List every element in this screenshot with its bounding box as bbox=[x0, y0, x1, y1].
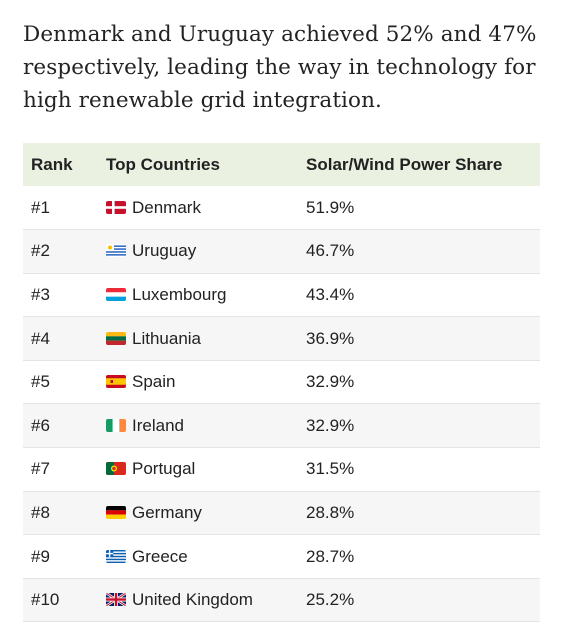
rank-cell: #6 bbox=[31, 415, 50, 435]
lithuania-flag-icon bbox=[106, 331, 126, 345]
share-cell: 51.9% bbox=[306, 197, 355, 217]
luxembourg-flag-icon bbox=[106, 287, 126, 301]
table-row: #3 Luxembourg 43.4% bbox=[23, 273, 540, 317]
country-name: Lithuania bbox=[132, 328, 202, 348]
rank-cell: #9 bbox=[31, 546, 50, 566]
rank-cell: #5 bbox=[31, 372, 50, 392]
table-row: #10 United Kingdom 25.2% bbox=[23, 578, 540, 622]
share-cell: 43.4% bbox=[306, 284, 355, 304]
country-cell: Portugal bbox=[106, 448, 306, 492]
table-row: #1 Denmark 51.9% bbox=[23, 186, 540, 230]
table-row: #9 Greece 28.7% bbox=[23, 535, 540, 579]
table-row: #4 Lithuania 36.9% bbox=[23, 316, 540, 361]
country-cell: Spain bbox=[106, 360, 306, 404]
share-cell: 36.9% bbox=[306, 328, 355, 348]
share-cell: 32.9% bbox=[306, 415, 355, 435]
country-name: Germany bbox=[132, 502, 202, 522]
rank-cell: #10 bbox=[31, 590, 60, 610]
greece-flag-icon bbox=[106, 549, 126, 563]
country-cell: Ireland bbox=[106, 404, 306, 448]
table-row: #2 Uruguay 46.7% bbox=[23, 229, 540, 274]
share-cell: 46.7% bbox=[306, 241, 355, 261]
country-name: Portugal bbox=[132, 459, 196, 479]
germany-flag-icon bbox=[106, 505, 126, 519]
country-name: United Kingdom bbox=[132, 590, 253, 610]
united-kingdom-flag-icon bbox=[106, 593, 126, 607]
rank-cell: #3 bbox=[31, 284, 50, 304]
country-name: Ireland bbox=[132, 415, 184, 435]
country-cell: Lithuania bbox=[106, 317, 306, 361]
country-name: Uruguay bbox=[132, 241, 197, 261]
country-cell: Uruguay bbox=[106, 230, 306, 274]
rank-cell: #4 bbox=[31, 328, 50, 348]
country-cell: Luxembourg bbox=[106, 273, 306, 317]
rank-cell: #2 bbox=[31, 241, 50, 261]
rank-cell: #8 bbox=[31, 502, 50, 522]
share-cell: 31.5% bbox=[306, 459, 355, 479]
table-row: #8 Germany 28.8% bbox=[23, 491, 540, 535]
share-cell: 32.9% bbox=[306, 372, 355, 392]
table-row: #6 Ireland 32.9% bbox=[23, 403, 540, 448]
spain-flag-icon bbox=[106, 375, 126, 389]
denmark-flag-icon bbox=[106, 200, 126, 214]
table-row: #7 Portugal 31.5% bbox=[23, 448, 540, 492]
country-cell: Germany bbox=[106, 491, 306, 535]
rank-cell: #7 bbox=[31, 459, 50, 479]
table-row: #5 Spain 32.9% bbox=[23, 360, 540, 404]
ireland-flag-icon bbox=[106, 418, 126, 432]
share-cell: 28.7% bbox=[306, 546, 355, 566]
uruguay-flag-icon bbox=[106, 244, 126, 258]
share-cell: 28.8% bbox=[306, 502, 355, 522]
country-cell: Denmark bbox=[106, 186, 306, 230]
header-rank: Rank bbox=[31, 154, 73, 174]
table-header-row: Rank Top Countries Solar/Wind Power Shar… bbox=[23, 143, 540, 186]
share-cell: 25.2% bbox=[306, 590, 355, 610]
intro-paragraph: Denmark and Uruguay achieved 52% and 47%… bbox=[23, 22, 537, 113]
country-cell: Greece bbox=[106, 535, 306, 579]
renewable-share-table: Rank Top Countries Solar/Wind Power Shar… bbox=[23, 143, 540, 622]
header-share: Solar/Wind Power Share bbox=[306, 154, 503, 174]
country-name: Luxembourg bbox=[132, 284, 227, 304]
rank-cell: #1 bbox=[31, 197, 50, 217]
portugal-flag-icon bbox=[106, 462, 126, 476]
country-name: Denmark bbox=[132, 197, 201, 217]
country-name: Spain bbox=[132, 372, 176, 392]
header-country: Top Countries bbox=[106, 154, 220, 174]
country-name: Greece bbox=[132, 546, 188, 566]
country-cell: United Kingdom bbox=[106, 578, 306, 622]
